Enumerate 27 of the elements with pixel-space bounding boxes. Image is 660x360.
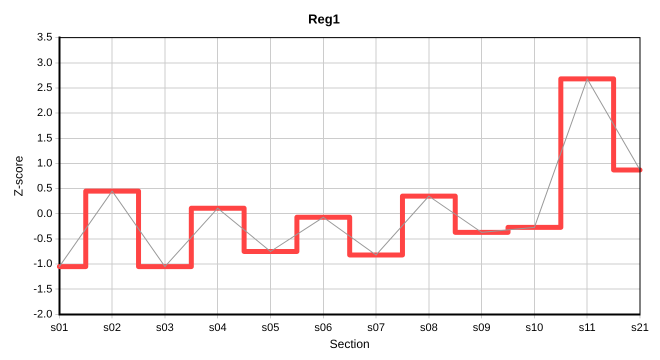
x-tick-label: s11 [578,322,596,334]
y-tick-label: 0.0 [37,208,52,220]
x-tick-label: s04 [208,322,227,334]
x-tick-label: s09 [472,322,491,334]
y-axis-title: Z-score [12,155,26,196]
x-tick-label: s06 [314,322,332,334]
y-tick-label: -2.0 [33,308,52,320]
x-axis-title: Section [330,337,370,352]
x-tick-label: s10 [526,322,544,334]
x-tick-label: s03 [156,322,174,334]
x-tick-label: s05 [262,322,280,334]
y-tick-label: 0.5 [37,182,52,195]
y-tick-label: 2.5 [37,82,52,94]
x-tick-label: s07 [367,322,385,334]
y-tick-label: 3.0 [37,56,52,69]
y-tick-label: 3.5 [37,32,52,44]
x-tick-label: s21 [631,322,649,334]
y-tick-label: -1.5 [33,283,52,296]
y-tick-label: 1.5 [37,132,52,144]
y-tick-label: 1.0 [37,157,52,170]
y-tick-label: -1.0 [33,258,52,270]
y-tick-label: -0.5 [33,232,52,245]
x-tick-label: s08 [420,322,438,334]
chart-title: Reg1 [308,11,340,26]
y-tick-label: 2.0 [37,107,52,120]
x-tick-label: s01 [50,322,68,334]
x-tick-label: s02 [103,322,122,334]
